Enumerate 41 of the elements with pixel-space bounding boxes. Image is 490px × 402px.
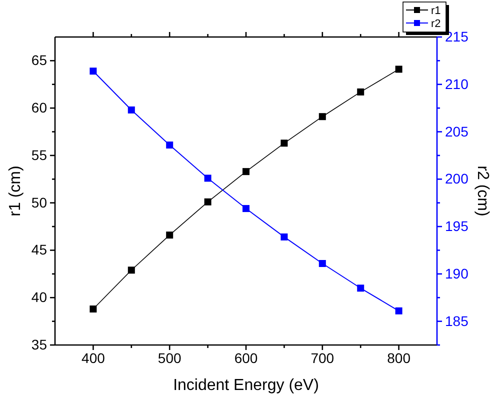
point [204, 198, 212, 206]
point [166, 232, 174, 239]
point [318, 113, 326, 120]
y-tick-label: 55 [31, 146, 48, 163]
y2-tick-label: 185 [445, 312, 469, 329]
point [357, 284, 364, 292]
point [318, 260, 326, 267]
y-axis-title: r1 (cm) [7, 166, 24, 216]
point [242, 205, 250, 212]
point [166, 142, 174, 149]
x-tick-label: 400 [82, 350, 106, 366]
y2-tick-label: 210 [445, 76, 469, 92]
point [128, 106, 135, 114]
y-tick-label: 65 [31, 52, 48, 68]
point [90, 68, 97, 75]
point [395, 307, 402, 314]
x-tick-label: 800 [387, 350, 411, 366]
point [242, 168, 250, 176]
y2-tick-label: 195 [445, 218, 469, 234]
y-tick-label: 50 [31, 194, 48, 210]
y2-tick-label: 200 [445, 170, 469, 187]
legend-label: r2 [431, 18, 441, 30]
y2-tick-label: 205 [445, 123, 469, 140]
point [280, 233, 288, 240]
point [357, 88, 364, 96]
y2-tick-label: 190 [445, 265, 469, 282]
legend-label: r1 [431, 5, 441, 17]
point [128, 266, 135, 274]
x-tick-label: 700 [310, 350, 334, 366]
y-tick-label: 35 [31, 336, 48, 352]
point [280, 140, 288, 147]
y-tick-label: 45 [31, 242, 48, 258]
y-tick-label: 40 [31, 289, 48, 306]
y2-axis-title: r2 (cm) [474, 166, 490, 216]
x-tick-label: 500 [158, 350, 182, 366]
point [395, 66, 402, 73]
y-tick-label: 60 [31, 100, 48, 116]
point [90, 305, 97, 312]
x-axis-title: Incident Energy (eV) [173, 377, 319, 394]
point [204, 174, 212, 182]
x-tick-label: 600 [234, 350, 258, 366]
